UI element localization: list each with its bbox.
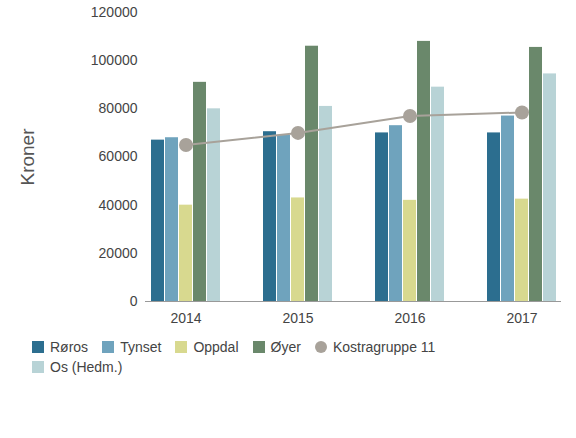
- html-text:Oppdal: Oppdal: [193, 339, 239, 355]
- svg-text:0: 0: [130, 293, 138, 309]
- html-text:Øyer: Øyer: [270, 339, 301, 355]
- svg-text:40000: 40000: [99, 197, 138, 213]
- svg-text:60000: 60000: [99, 148, 138, 164]
- svg-text:Kroner: Kroner: [17, 128, 38, 186]
- html-text:Os (Hedm.): Os (Hedm.): [50, 359, 123, 375]
- svg-text:120000: 120000: [91, 4, 138, 20]
- svg-text:20000: 20000: [99, 245, 138, 261]
- svg-text:2014: 2014: [170, 310, 201, 326]
- svg-text:2015: 2015: [282, 310, 313, 326]
- html-text:Kostragruppe 11: Kostragruppe 11: [332, 339, 436, 355]
- svg-text:100000: 100000: [91, 52, 138, 68]
- html-text:Røros: Røros: [50, 339, 89, 355]
- svg-text:2016: 2016: [394, 310, 425, 326]
- html-text:Tynset: Tynset: [120, 339, 162, 355]
- svg-text:80000: 80000: [99, 100, 138, 116]
- svg-text:2017: 2017: [506, 310, 537, 326]
